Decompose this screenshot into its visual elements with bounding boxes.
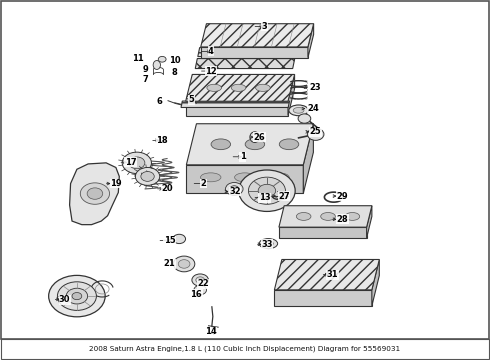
Polygon shape (288, 75, 294, 116)
Circle shape (225, 183, 243, 195)
Circle shape (173, 256, 195, 272)
Bar (293, 80, 307, 99)
Circle shape (57, 282, 97, 310)
Polygon shape (195, 59, 295, 68)
Polygon shape (303, 124, 314, 193)
Text: 8: 8 (172, 68, 177, 77)
Ellipse shape (264, 241, 273, 246)
Text: 2008 Saturn Astra Engine,1.8 L (110 Cubic Inch Displacement) Diagram for 5556903: 2008 Saturn Astra Engine,1.8 L (110 Cubi… (90, 346, 400, 352)
Circle shape (194, 285, 206, 295)
Circle shape (258, 184, 276, 197)
Text: 16: 16 (191, 290, 202, 299)
Ellipse shape (269, 173, 289, 182)
Polygon shape (279, 206, 372, 227)
Ellipse shape (235, 173, 255, 182)
Circle shape (230, 186, 239, 192)
Text: 32: 32 (229, 187, 241, 196)
Circle shape (192, 274, 208, 286)
Text: 17: 17 (124, 158, 136, 167)
Polygon shape (198, 48, 302, 57)
Ellipse shape (207, 84, 221, 91)
Ellipse shape (289, 105, 308, 116)
Text: 2: 2 (200, 179, 206, 188)
Text: 33: 33 (261, 240, 272, 249)
Text: 14: 14 (205, 327, 217, 336)
Polygon shape (70, 163, 119, 225)
Text: 5: 5 (189, 95, 195, 104)
Text: 13: 13 (259, 193, 270, 202)
Circle shape (239, 170, 295, 211)
Ellipse shape (245, 139, 265, 150)
Ellipse shape (259, 239, 278, 249)
Text: 15: 15 (164, 236, 175, 245)
Text: 4: 4 (208, 47, 214, 56)
Ellipse shape (250, 132, 260, 143)
Polygon shape (186, 165, 303, 193)
Text: 9: 9 (142, 65, 148, 74)
Text: 19: 19 (110, 179, 122, 188)
Circle shape (173, 234, 186, 244)
Circle shape (307, 128, 324, 140)
Text: 23: 23 (310, 83, 321, 92)
Text: 24: 24 (307, 104, 319, 113)
Circle shape (129, 157, 145, 169)
Text: 31: 31 (327, 270, 339, 279)
Circle shape (135, 167, 160, 185)
Text: 7: 7 (142, 76, 148, 85)
Text: 30: 30 (59, 295, 71, 304)
Circle shape (72, 293, 82, 300)
Bar (1, 339, 489, 359)
Text: 10: 10 (169, 56, 180, 65)
Ellipse shape (279, 139, 299, 150)
Polygon shape (274, 260, 379, 290)
Ellipse shape (211, 139, 231, 150)
Circle shape (122, 152, 151, 174)
Text: 29: 29 (337, 192, 348, 201)
Ellipse shape (200, 173, 221, 182)
Text: 18: 18 (156, 136, 168, 145)
Ellipse shape (345, 212, 360, 220)
Ellipse shape (231, 84, 246, 91)
Polygon shape (367, 206, 372, 238)
Circle shape (158, 57, 166, 62)
Circle shape (248, 177, 286, 204)
Text: 22: 22 (197, 279, 209, 288)
Text: 21: 21 (164, 260, 175, 269)
Text: 6: 6 (157, 97, 163, 106)
Text: 27: 27 (278, 192, 290, 201)
Text: 25: 25 (310, 127, 321, 136)
Polygon shape (186, 75, 294, 101)
Text: 1: 1 (240, 152, 245, 161)
Circle shape (66, 288, 88, 304)
Polygon shape (186, 101, 288, 116)
Text: 12: 12 (205, 67, 217, 76)
Text: 26: 26 (254, 132, 266, 141)
Circle shape (178, 260, 190, 268)
Polygon shape (186, 124, 314, 165)
Circle shape (87, 188, 103, 199)
Polygon shape (181, 101, 290, 108)
Polygon shape (372, 260, 379, 306)
Text: 28: 28 (337, 215, 348, 224)
Text: 20: 20 (161, 184, 173, 193)
Text: 11: 11 (132, 54, 144, 63)
Ellipse shape (293, 108, 304, 113)
Circle shape (196, 277, 204, 283)
Ellipse shape (321, 212, 335, 220)
Circle shape (298, 114, 311, 123)
Ellipse shape (296, 212, 311, 220)
Text: 3: 3 (262, 22, 268, 31)
Polygon shape (279, 227, 367, 238)
Polygon shape (201, 24, 314, 47)
Circle shape (80, 183, 110, 204)
Polygon shape (201, 47, 308, 58)
Ellipse shape (256, 84, 270, 91)
Circle shape (141, 171, 154, 181)
Circle shape (49, 275, 105, 317)
Ellipse shape (153, 60, 160, 69)
Polygon shape (308, 24, 314, 58)
Polygon shape (274, 290, 372, 306)
